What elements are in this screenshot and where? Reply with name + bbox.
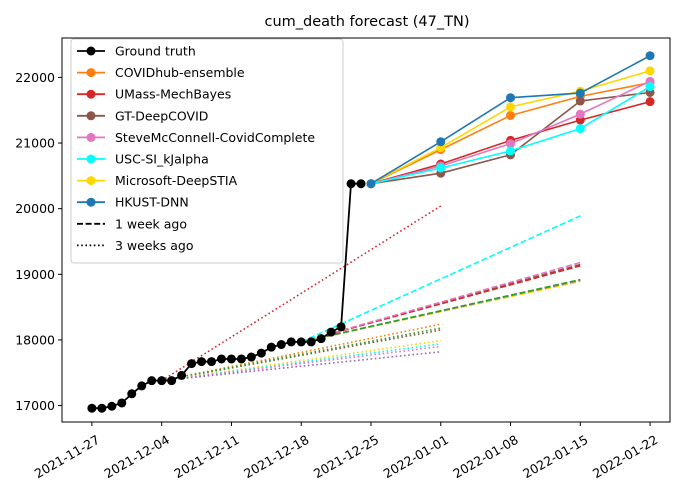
x-tick-label: 2022-01-22	[590, 432, 660, 481]
x-tick-label: 2022-01-08	[450, 432, 520, 481]
x-tick-label: 2021-12-18	[241, 432, 311, 481]
legend-label: Microsoft-DeepSTIA	[115, 173, 238, 188]
ground-truth-point	[326, 327, 336, 337]
forecast-3-weeks-ago-line	[161, 345, 441, 382]
forecast-point	[506, 102, 516, 112]
ground-truth-point	[316, 334, 326, 344]
y-tick-label: 18000	[15, 332, 55, 347]
x-tick-label: 2022-01-15	[520, 432, 590, 481]
plot-frame	[61, 37, 671, 423]
y-tick-label: 17000	[15, 398, 55, 413]
forecast-point	[645, 97, 655, 107]
ground-truth-point	[197, 357, 207, 367]
x-tick-label: 2021-12-04	[102, 432, 172, 481]
legend-label: Ground truth	[115, 44, 196, 59]
ground-truth-point	[87, 403, 97, 413]
ground-truth-point	[187, 359, 197, 369]
forecast-point	[506, 146, 516, 156]
ground-truth-point	[306, 337, 316, 347]
y-tick-label: 21000	[15, 136, 55, 151]
legend-swatch-marker	[86, 154, 96, 164]
legend-label: GT-DeepCOVID	[115, 108, 208, 123]
legend-swatch-marker	[86, 46, 96, 56]
legend-label: 3 weeks ago	[115, 238, 194, 253]
ground-truth-point	[177, 370, 187, 380]
ground-truth-point	[236, 354, 246, 364]
forecast-1-week-ago-line	[300, 215, 581, 343]
ground-truth-line	[91, 182, 361, 410]
legend-label: COVIDhub-ensemble	[115, 65, 245, 80]
ground-truth-point	[356, 179, 366, 189]
ground-truth-point	[346, 179, 356, 189]
x-tick-label: 2021-12-11	[171, 432, 241, 481]
forecast-point	[506, 139, 516, 149]
forecast-1-week-ago-line	[300, 261, 581, 343]
legend-swatch-marker	[86, 111, 96, 121]
ground-truth-point	[256, 348, 266, 358]
forecast-point	[366, 179, 376, 189]
forecast-3-weeks-ago-line	[161, 327, 441, 382]
forecast-line	[370, 70, 651, 185]
legend-label: HKUST-DNN	[115, 195, 189, 210]
ground-truth-point	[296, 337, 306, 347]
legend-label: 1 week ago	[115, 216, 187, 231]
ground-truth-point	[127, 389, 137, 399]
forecast-point	[575, 109, 585, 119]
plot-area	[87, 51, 655, 413]
legend-swatch-marker	[86, 89, 96, 99]
x-tick-label: 2021-12-25	[311, 432, 381, 481]
ground-truth-point	[286, 337, 296, 347]
legend: Ground truth COVIDhub-ensemble UMass-MechB…	[70, 38, 344, 264]
ground-truth-point	[216, 354, 226, 364]
ground-truth-point	[167, 376, 177, 386]
y-tick-label: 20000	[15, 201, 55, 216]
chart-title: cum_death forecast (47_TN)	[265, 14, 470, 30]
forecast-point	[645, 66, 655, 76]
forecast-3-weeks-ago-line	[161, 205, 442, 382]
ground-truth-point	[246, 352, 256, 362]
forecast-point	[575, 88, 585, 98]
forecast-1-week-ago-line	[301, 278, 581, 343]
legend-label: UMass-MechBayes	[115, 87, 231, 102]
ground-truth-point	[97, 403, 107, 413]
forecast-point	[506, 93, 516, 103]
forecast-point	[506, 110, 516, 120]
ground-truth-point	[336, 322, 346, 332]
forecast-point	[575, 124, 585, 134]
forecast-point	[436, 163, 446, 173]
forecast-point	[436, 137, 446, 147]
y-tick-label: 22000	[15, 70, 55, 85]
forecast-point	[645, 51, 655, 61]
legend-box	[70, 38, 344, 264]
legend-label: SteveMcConnell-CovidComplete	[115, 130, 315, 145]
ground-truth-point	[147, 376, 157, 386]
ground-truth-point	[137, 381, 147, 391]
legend-swatch-marker	[86, 68, 96, 78]
ground-truth-point	[276, 340, 286, 350]
legend-label: USC-SI_kJalpha	[115, 152, 209, 167]
x-tick-label: 2022-01-01	[381, 432, 451, 481]
x-tick-label: 2021-11-27	[32, 432, 102, 481]
legend-swatch-marker	[86, 132, 96, 142]
forecast-point	[575, 96, 585, 106]
forecast-3-weeks-ago-line	[161, 351, 441, 382]
y-tick-label: 19000	[15, 267, 55, 282]
ground-truth-point	[207, 357, 217, 367]
ground-truth-point	[107, 401, 117, 411]
ground-truth-point	[157, 376, 167, 386]
legend-swatch-marker	[86, 176, 96, 186]
ground-truth-point	[117, 398, 127, 408]
ground-truth-point	[266, 342, 276, 352]
ground-truth-point	[226, 354, 236, 364]
legend-swatch-marker	[86, 197, 96, 207]
forecast-point	[645, 82, 655, 92]
